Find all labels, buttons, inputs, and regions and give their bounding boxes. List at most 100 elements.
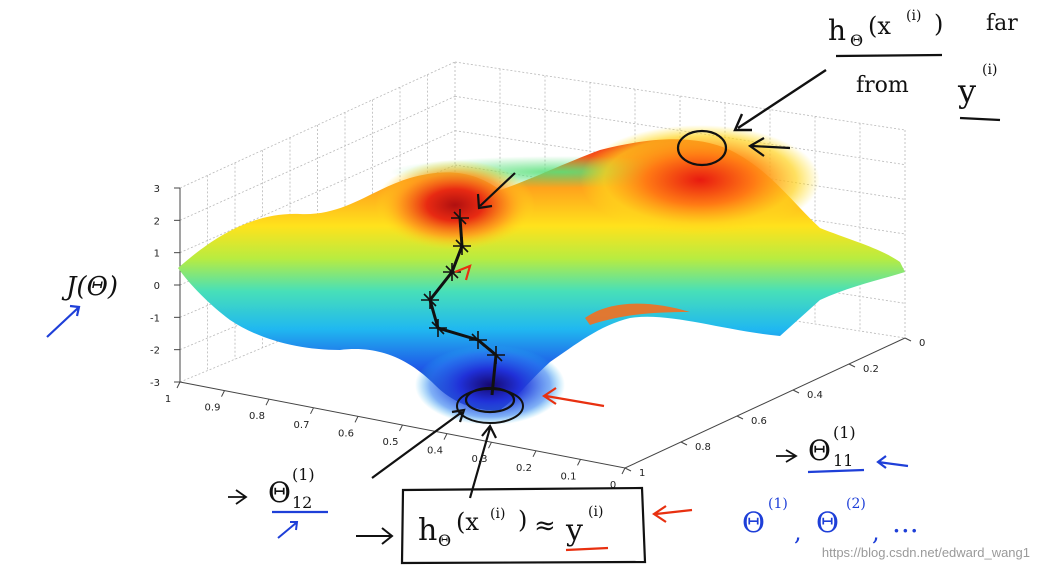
param-comma-1: , — [794, 518, 802, 546]
peak-note-h: h — [828, 14, 846, 47]
x-tick-mark — [443, 433, 448, 440]
peak-note-x: (x — [868, 12, 891, 40]
peak-note-yi: (i) — [982, 62, 997, 78]
x-axis-label-arrow — [277, 521, 299, 539]
y-tick-mark — [680, 441, 688, 446]
x-tick-mark — [310, 407, 314, 415]
descent-step-marker — [443, 263, 461, 281]
x-tick-label: 0.3 — [472, 454, 488, 465]
peak-circle — [676, 129, 728, 167]
x-axis-label: Θ (1) 12 — [228, 465, 328, 539]
x-tick-mark — [621, 467, 626, 475]
y-axis-label-arrow — [876, 455, 909, 469]
valley-line-left — [371, 408, 466, 479]
z-axis-label: J(Θ) — [46, 272, 118, 338]
y-axis-label-sub: 11 — [833, 451, 853, 470]
param-theta-1: Θ — [742, 506, 765, 539]
peak-marker — [676, 68, 827, 167]
peak-note-far: far — [986, 11, 1018, 36]
x-tick-label: 0.8 — [249, 411, 265, 422]
x-tick-mark — [488, 441, 492, 449]
y-tick-mark — [792, 389, 800, 394]
param-comma-2: , — [872, 518, 880, 546]
y-axis-label-sup: (1) — [833, 423, 856, 442]
x-tick-mark — [221, 390, 225, 397]
x-tick-label: 0.4 — [427, 446, 443, 457]
descent-step-marker — [429, 319, 447, 337]
x-tick-label: 0.1 — [561, 471, 577, 482]
surface-peak-left — [375, 160, 535, 250]
x-tick-label: 0.7 — [294, 420, 310, 431]
y-axis-label-underline — [807, 468, 865, 474]
approx-box-pointer — [356, 527, 394, 545]
peak-arrow-side — [747, 137, 791, 157]
x-tick-label: 0 — [610, 480, 616, 491]
param-theta-2: Θ — [816, 506, 839, 539]
z-axis-label-text: J(Θ) — [61, 272, 118, 302]
param-dots: ... — [892, 506, 919, 539]
x-tick-mark — [354, 416, 359, 423]
z-tick-label: 3 — [154, 184, 160, 195]
y-tick-mark — [736, 415, 744, 420]
x-tick-mark — [399, 424, 403, 432]
surface-ridge-orange — [585, 303, 690, 325]
approx-box-y-underline — [565, 546, 609, 552]
approx-box-yi: (i) — [588, 504, 603, 520]
peak-note-theta: Θ — [850, 31, 863, 50]
x-tick-label: 1 — [165, 394, 171, 405]
valley-circle-outer — [456, 388, 524, 424]
descent-step-markers — [421, 209, 505, 364]
x-tick-mark — [176, 381, 181, 389]
approx-box-h: h — [418, 513, 437, 548]
z-axis-ticks: 3 2 1 0 -1 -2 -3 — [150, 184, 180, 389]
y-tick-label: 0.8 — [695, 442, 711, 453]
z-tick-label: 2 — [154, 216, 160, 227]
x-tick-mark — [265, 398, 270, 406]
surface-valley — [415, 345, 565, 425]
z-tick-label: 1 — [154, 249, 160, 260]
z-axis-label-arrow — [46, 304, 81, 338]
descent-step-marker — [453, 237, 471, 255]
peak-note: h Θ (x (i) ) far from y (i) — [828, 8, 1018, 122]
z-tick-label: 0 — [154, 281, 160, 292]
descent-start-arrow — [476, 172, 516, 210]
y-axis-ticks: 0 0.2 0.4 0.6 0.8 1 — [624, 337, 925, 479]
approx-box-frame — [400, 486, 647, 565]
peak-note-fraction-bar — [835, 53, 943, 58]
x-axis-label-sup: (1) — [292, 465, 315, 484]
y-axis-label: Θ (1) 11 — [776, 423, 909, 474]
peak-note-y: y — [957, 72, 976, 110]
y-tick-mark — [904, 337, 912, 342]
descent-step-marker — [451, 209, 469, 227]
descent-step-marker — [469, 331, 487, 349]
x-tick-mark — [577, 459, 581, 466]
x-tick-mark — [532, 450, 537, 458]
approx-box-red-arrow — [652, 505, 693, 523]
descent-red-tick — [454, 264, 472, 281]
param-sup-1: (1) — [768, 496, 788, 512]
x-axis-ticks: 1 0.9 0.8 0.7 0.6 0.5 0.4 0.3 0.2 0.1 0 — [165, 381, 626, 491]
peak-note-from: from — [856, 73, 909, 98]
valley-arrow-red — [542, 387, 605, 408]
peak-note-i: (i) — [906, 8, 921, 24]
peak-note-close: ) — [934, 10, 943, 38]
watermark-text: https://blog.csdn.net/edward_wang1 — [822, 545, 1030, 560]
approx-box-close: ) — [518, 506, 527, 534]
x-tick-label: 0.9 — [205, 403, 221, 414]
y-tick-label: 0.2 — [863, 364, 879, 375]
approx-box-approx: ≈ — [534, 511, 556, 541]
x-tick-label: 0.5 — [383, 437, 399, 448]
y-tick-label: 0.6 — [751, 416, 767, 427]
descent-step-marker — [487, 346, 505, 364]
x-axis-label-base: Θ — [268, 476, 291, 509]
y-tick-mark — [848, 363, 856, 368]
z-tick-label: -2 — [150, 346, 160, 357]
x-tick-label: 0.2 — [516, 463, 532, 474]
y-axis-label-pointer — [776, 449, 798, 463]
y-tick-label: 0.4 — [807, 390, 823, 401]
approx-box-theta: Θ — [438, 531, 451, 550]
surface-peak-right — [580, 125, 820, 235]
parameter-list: Θ (1) , Θ (2) , ... — [742, 496, 919, 546]
approx-box-y: y — [565, 513, 583, 548]
descent-path — [421, 172, 516, 396]
